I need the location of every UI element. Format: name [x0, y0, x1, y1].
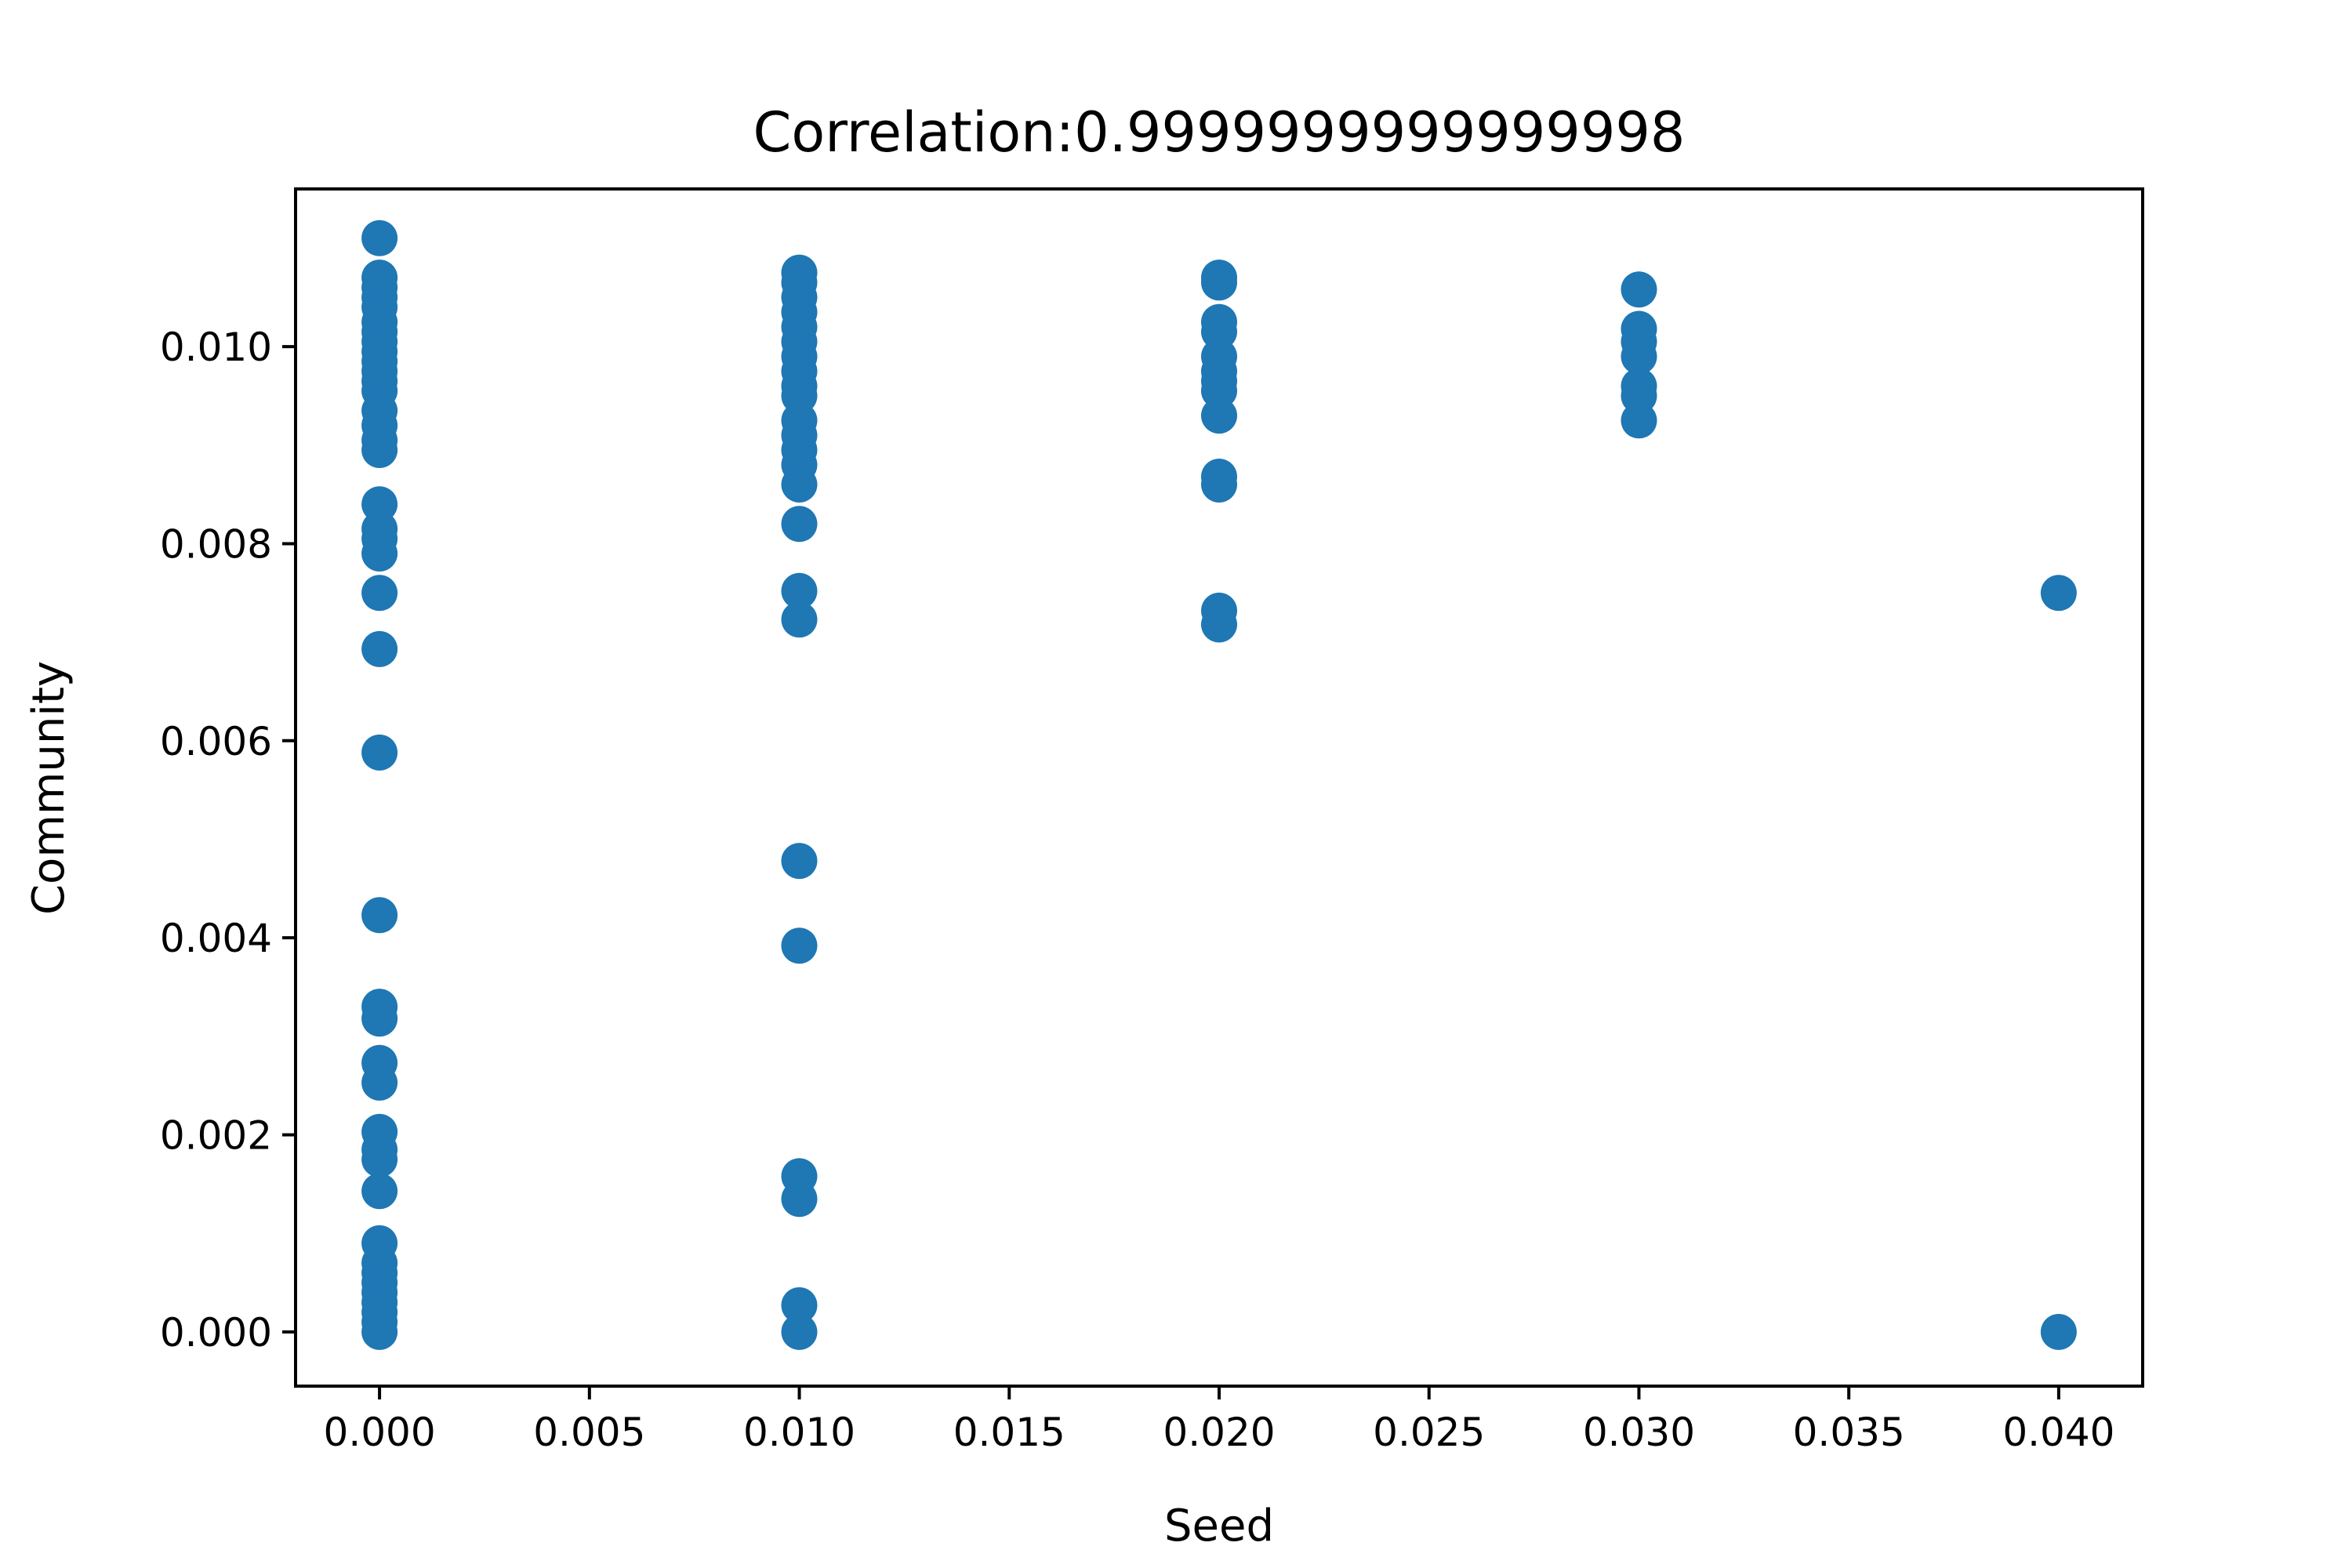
scatter-point	[361, 220, 398, 256]
scatter-point	[361, 575, 398, 612]
x-tick-label: 0.005	[533, 1410, 645, 1455]
y-tick-label: 0.002	[160, 1113, 272, 1159]
scatter-point	[361, 432, 398, 468]
scatter-point	[781, 506, 818, 543]
scatter-point	[1201, 372, 1237, 409]
y-axis-label: Community	[24, 661, 74, 915]
scatter-point	[1201, 397, 1237, 434]
scatter-point	[1201, 264, 1237, 301]
scatter-point	[2040, 575, 2077, 612]
x-tick-label: 0.000	[324, 1410, 436, 1455]
scatter-point	[781, 466, 818, 503]
y-tick-label: 0.004	[160, 916, 272, 961]
scatter-point	[361, 535, 398, 572]
scatter-point	[361, 1141, 398, 1178]
x-axis-label: Seed	[1164, 1501, 1274, 1552]
scatter-point	[361, 734, 398, 771]
y-tick-label: 0.006	[160, 719, 272, 764]
y-tick-label: 0.008	[160, 521, 272, 567]
scatter-point	[2040, 1313, 2077, 1350]
x-tick-label: 0.020	[1163, 1410, 1275, 1455]
scatter-point	[781, 927, 818, 964]
scatter-point	[361, 1313, 398, 1350]
scatter-point	[1621, 338, 1657, 375]
scatter-point	[781, 601, 818, 638]
scatter-point	[361, 1000, 398, 1037]
scatter-point	[361, 1064, 398, 1101]
scatter-point	[781, 1287, 818, 1323]
x-tick-label: 0.035	[1793, 1410, 1905, 1455]
scatter-point	[781, 572, 818, 609]
x-tick-label: 0.025	[1373, 1410, 1485, 1455]
scatter-point	[1621, 402, 1657, 439]
x-axis-ticks: 0.000 0.005 0.010 0.015 0.020 0.025 0.030 0.035…	[324, 1386, 2114, 1455]
x-tick-label: 0.030	[1583, 1410, 1695, 1455]
scatter-point	[361, 897, 398, 934]
scatter-point	[1201, 314, 1237, 350]
data-points	[361, 220, 2077, 1350]
scatter-point	[781, 1313, 818, 1350]
y-tick-label: 0.000	[160, 1310, 272, 1356]
y-tick-label: 0.010	[160, 325, 272, 370]
chart-title: Correlation:0.9999999999999998	[753, 100, 1686, 165]
scatter-point	[361, 1173, 398, 1210]
x-tick-label: 0.015	[953, 1410, 1065, 1455]
scatter-point	[1201, 606, 1237, 643]
y-axis-ticks: 0.000 0.002 0.004 0.006 0.008 0.010	[160, 325, 296, 1356]
scatter-point	[1621, 271, 1657, 308]
scatter-point	[781, 1181, 818, 1218]
x-tick-label: 0.040	[2002, 1410, 2114, 1455]
x-tick-label: 0.010	[743, 1410, 855, 1455]
scatter-point	[361, 630, 398, 667]
scatter-point	[781, 843, 818, 880]
scatter-point	[1201, 466, 1237, 503]
